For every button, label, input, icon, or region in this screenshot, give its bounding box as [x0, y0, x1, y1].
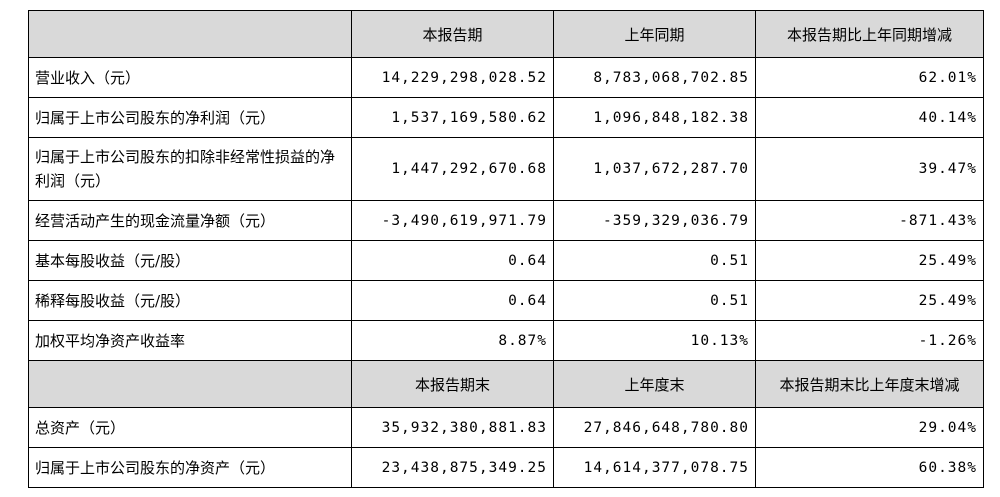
- current-value: 0.64: [351, 240, 554, 281]
- row-label: 归属于上市公司股东的净利润（元）: [28, 97, 352, 138]
- prior-value: -359,329,036.79: [553, 200, 756, 241]
- current-value: 23,438,875,349.25: [351, 447, 554, 488]
- prior-value: 27,846,648,780.80: [553, 407, 756, 448]
- change-value: 40.14%: [755, 97, 984, 138]
- current-value: 8.87%: [351, 320, 554, 361]
- row-label: 经营活动产生的现金流量净额（元）: [28, 200, 352, 241]
- row-label: 加权平均净资产收益率: [28, 320, 352, 361]
- row-label: 总资产（元）: [28, 407, 352, 448]
- header-current-period: 本报告期: [351, 10, 554, 58]
- prior-value: 8,783,068,702.85: [553, 57, 756, 98]
- prior-value: 1,037,672,287.70: [553, 137, 756, 201]
- change-value: 62.01%: [755, 57, 984, 98]
- header-period-change: 本报告期比上年同期增减: [755, 10, 984, 58]
- table-row: 稀释每股收益（元/股） 0.64 0.51 25.49%: [28, 280, 984, 321]
- table-row: 归属于上市公司股东的扣除非经常性损益的净利润（元） 1,447,292,670.…: [28, 137, 984, 201]
- change-value: 25.49%: [755, 240, 984, 281]
- prior-value: 10.13%: [553, 320, 756, 361]
- current-value: 1,447,292,670.68: [351, 137, 554, 201]
- row-label: 稀释每股收益（元/股）: [28, 280, 352, 321]
- row-label: 归属于上市公司股东的净资产（元）: [28, 447, 352, 488]
- header-row-period: 本报告期 上年同期 本报告期比上年同期增减: [28, 10, 984, 58]
- table-row: 基本每股收益（元/股） 0.64 0.51 25.49%: [28, 240, 984, 281]
- change-value: 25.49%: [755, 280, 984, 321]
- header-period-end-change: 本报告期末比上年度末增减: [755, 360, 984, 408]
- change-value: -1.26%: [755, 320, 984, 361]
- header-current-period-end: 本报告期末: [351, 360, 554, 408]
- table-row: 归属于上市公司股东的净利润（元） 1,537,169,580.62 1,096,…: [28, 97, 984, 138]
- current-value: 1,537,169,580.62: [351, 97, 554, 138]
- current-value: 0.64: [351, 280, 554, 321]
- row-label: 归属于上市公司股东的扣除非经常性损益的净利润（元）: [28, 137, 352, 201]
- table-row: 经营活动产生的现金流量净额（元） -3,490,619,971.79 -359,…: [28, 200, 984, 241]
- change-value: 29.04%: [755, 407, 984, 448]
- row-label: 基本每股收益（元/股）: [28, 240, 352, 281]
- row-label: 营业收入（元）: [28, 57, 352, 98]
- table-row: 总资产（元） 35,932,380,881.83 27,846,648,780.…: [28, 407, 984, 448]
- table-row: 加权平均净资产收益率 8.87% 10.13% -1.26%: [28, 320, 984, 361]
- current-value: 14,229,298,028.52: [351, 57, 554, 98]
- table-row: 归属于上市公司股东的净资产（元） 23,438,875,349.25 14,61…: [28, 447, 984, 488]
- financial-summary-table: 本报告期 上年同期 本报告期比上年同期增减 营业收入（元） 14,229,298…: [28, 10, 984, 488]
- header-prior-period: 上年同期: [553, 10, 756, 58]
- prior-value: 0.51: [553, 240, 756, 281]
- header-row-period-end: 本报告期末 上年度末 本报告期末比上年度末增减: [28, 360, 984, 408]
- header-prior-year-end: 上年度末: [553, 360, 756, 408]
- prior-value: 1,096,848,182.38: [553, 97, 756, 138]
- current-value: -3,490,619,971.79: [351, 200, 554, 241]
- table-row: 营业收入（元） 14,229,298,028.52 8,783,068,702.…: [28, 57, 984, 98]
- change-value: -871.43%: [755, 200, 984, 241]
- header-blank-cell: [28, 360, 352, 408]
- prior-value: 14,614,377,078.75: [553, 447, 756, 488]
- current-value: 35,932,380,881.83: [351, 407, 554, 448]
- header-blank-cell: [28, 10, 352, 58]
- prior-value: 0.51: [553, 280, 756, 321]
- change-value: 60.38%: [755, 447, 984, 488]
- change-value: 39.47%: [755, 137, 984, 201]
